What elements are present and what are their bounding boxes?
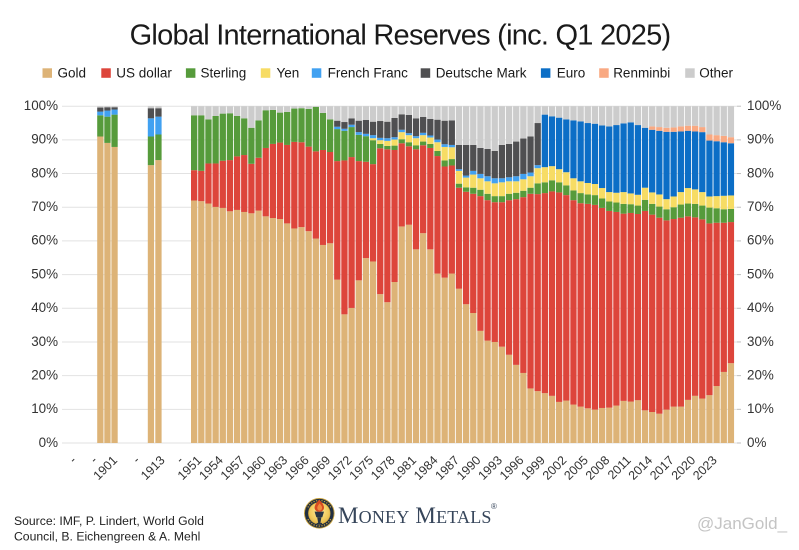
svg-text:80%: 80% <box>747 165 774 180</box>
svg-text:French Franc: French Franc <box>328 66 409 81</box>
svg-text:50%: 50% <box>31 266 58 281</box>
svg-text:0%: 0% <box>747 435 766 450</box>
svg-text:30%: 30% <box>747 334 774 349</box>
svg-text:Sterling: Sterling <box>201 66 247 81</box>
svg-text:100%: 100% <box>24 98 58 113</box>
svg-text:Global International Reserves: Global International Reserves (inc. Q1 2… <box>130 20 671 52</box>
svg-text:30%: 30% <box>31 334 58 349</box>
svg-text:40%: 40% <box>747 300 774 315</box>
svg-text:Source: IMF, P. Lindert, World: Source: IMF, P. Lindert, World Gold <box>14 514 204 528</box>
svg-text:Deutsche Mark: Deutsche Mark <box>436 66 527 81</box>
svg-text:10%: 10% <box>31 401 58 416</box>
svg-text:80%: 80% <box>31 165 58 180</box>
svg-text:®: ® <box>491 502 497 511</box>
svg-text:70%: 70% <box>31 199 58 214</box>
svg-text:60%: 60% <box>31 233 58 248</box>
svg-text:60%: 60% <box>747 233 774 248</box>
svg-text:MONEY METALS: MONEY METALS <box>338 503 492 528</box>
svg-text:Council, B. Eichengreen & A. M: Council, B. Eichengreen & A. Mehl <box>14 530 200 544</box>
svg-text:10%: 10% <box>747 401 774 416</box>
svg-text:100%: 100% <box>747 98 781 113</box>
svg-text:Yen: Yen <box>277 66 300 81</box>
svg-text:20%: 20% <box>31 367 58 382</box>
svg-text:50%: 50% <box>747 266 774 281</box>
svg-text:40%: 40% <box>31 300 58 315</box>
svg-text:Renminbi: Renminbi <box>613 66 670 81</box>
svg-text:Other: Other <box>699 66 733 81</box>
svg-text:20%: 20% <box>747 367 774 382</box>
svg-text:70%: 70% <box>747 199 774 214</box>
svg-text:Euro: Euro <box>557 66 586 81</box>
svg-text:US dollar: US dollar <box>116 66 172 81</box>
svg-text:@JanGold_: @JanGold_ <box>697 514 788 533</box>
svg-text:90%: 90% <box>747 132 774 147</box>
svg-text:Gold: Gold <box>58 66 87 81</box>
svg-text:90%: 90% <box>31 132 58 147</box>
svg-text:0%: 0% <box>39 435 58 450</box>
